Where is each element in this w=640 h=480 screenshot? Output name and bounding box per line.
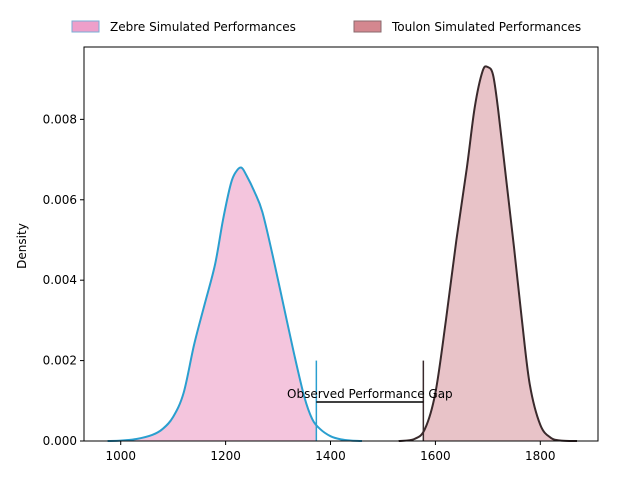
- series-1-fill: [423, 66, 578, 441]
- y-tick-label: 0.006: [43, 193, 77, 207]
- x-tick-label: 1600: [420, 449, 451, 463]
- y-axis-label: Density: [15, 223, 29, 269]
- series-0-line: [107, 166, 363, 442]
- x-tick-label: 1200: [210, 449, 241, 463]
- legend-swatch-1: [353, 20, 382, 33]
- x-tick-label: 1000: [105, 449, 136, 463]
- x-tick-label: 1400: [315, 449, 346, 463]
- series-1-line: [398, 65, 578, 442]
- plot-layer: Observed Performance Gap: [107, 65, 578, 442]
- x-tick-label: 1800: [525, 449, 556, 463]
- y-tick-label: 0.000: [43, 434, 77, 448]
- legend: Zebre Simulated Performances Toulon Simul…: [71, 20, 581, 34]
- y-tick-label: 0.002: [43, 354, 77, 368]
- y-tick-label: 0.004: [43, 273, 77, 287]
- y-tick-label: 0.008: [43, 112, 77, 126]
- axes-frame: [83, 46, 599, 442]
- legend-label-1: Toulon Simulated Performances: [391, 20, 581, 34]
- axes-layer: 1000 1200 1400 1600 1800 0.000 0.002 0.004 0.006…: [43, 46, 599, 463]
- series-0-fill: [107, 167, 317, 441]
- gap-annotation-label: Observed Performance Gap: [287, 387, 453, 401]
- legend-swatch-0: [71, 20, 100, 33]
- legend-label-0: Zebre Simulated Performances: [110, 20, 296, 34]
